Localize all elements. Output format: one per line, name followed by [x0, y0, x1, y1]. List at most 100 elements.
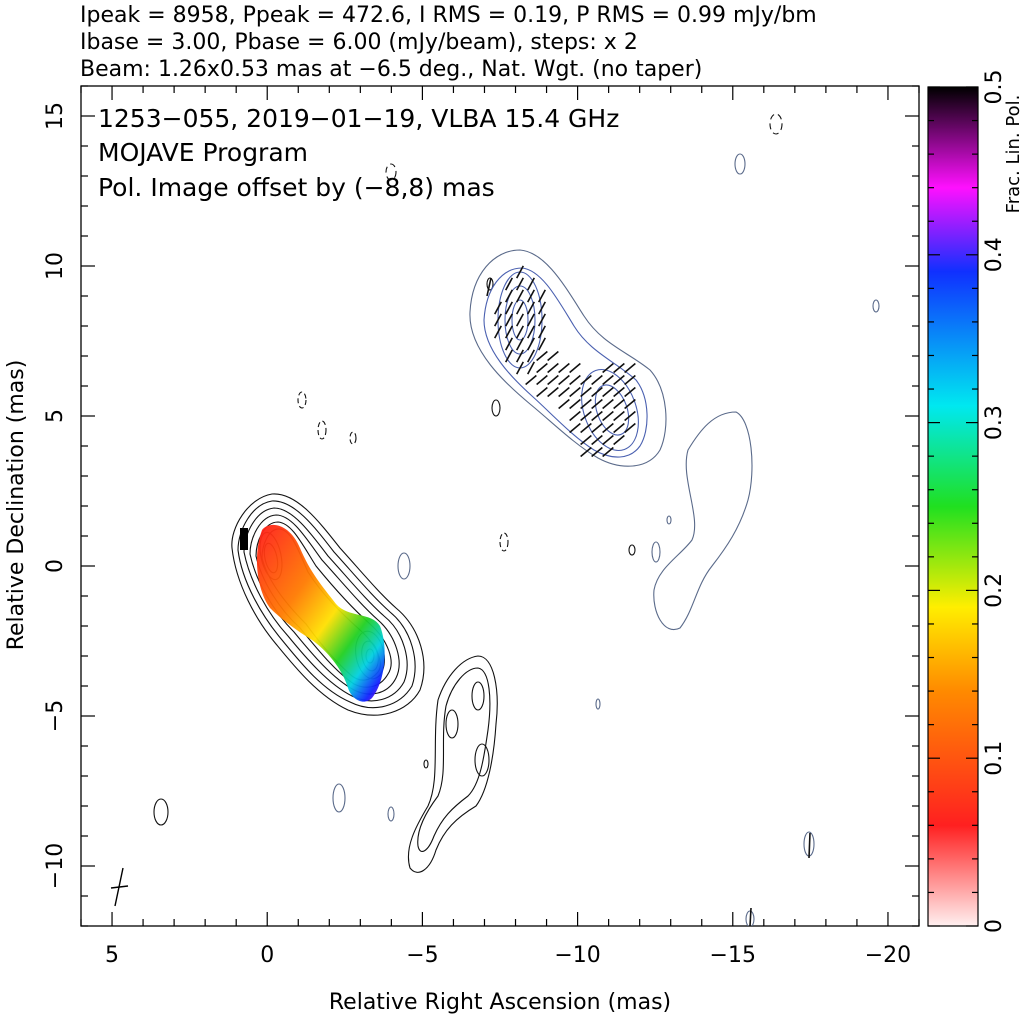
evpa-vector: [538, 337, 546, 351]
evpa-vector: [602, 434, 614, 446]
evpa-vector: [569, 362, 581, 374]
y-tick-label: 5: [43, 409, 68, 423]
evpa-vector: [602, 422, 614, 434]
y-tick-label: 0: [43, 559, 68, 573]
evpa-vector: [536, 374, 548, 386]
x-axis-tick-labels: 5 0 −5 −10 −15 −20: [105, 943, 911, 968]
header-line-1: Ipeak = 8958, Ppeak = 472.6, I RMS = 0.1…: [80, 3, 817, 28]
evpa-vector: [602, 446, 614, 458]
evpa-vector: [591, 446, 603, 458]
colorbar-tick-label: 0: [982, 919, 1007, 933]
evpa-vector: [613, 410, 625, 422]
colorbar: [927, 86, 979, 927]
evpa-vector: [527, 301, 535, 315]
evpa-vector: [547, 386, 559, 398]
evpa-vector: [569, 398, 581, 410]
evpa-vector: [580, 386, 592, 398]
evpa-vector: [516, 265, 524, 279]
evpa-vector: [527, 349, 535, 363]
colorbar-tick-label: 0.4: [982, 237, 1007, 272]
header-line-3: Beam: 1.26x0.53 mas at −6.5 deg., Nat. W…: [80, 57, 702, 82]
evpa-vector: [527, 325, 535, 339]
evpa-vector: [527, 361, 535, 375]
evpa-vector: [602, 410, 614, 422]
evpa-vector: [591, 422, 603, 434]
evpa-vector: [536, 350, 548, 362]
evpa-vector: [505, 313, 513, 327]
evpa-vector: [558, 386, 570, 398]
evpa-vector: [591, 386, 603, 398]
evpa-vector: [527, 277, 535, 291]
evpa-vector: [569, 410, 581, 422]
evpa-vector: [486, 277, 492, 297]
evpa-vector: [602, 362, 614, 374]
evpa-vector: [613, 374, 625, 386]
evpa-vector: [569, 374, 581, 386]
evpa-vector: [624, 410, 636, 422]
evpa-vectors: [486, 265, 811, 926]
colorbar-label: Frac. Lin. Pol.: [1003, 95, 1024, 214]
evpa-vector: [494, 301, 502, 315]
x-tick-label: −20: [865, 943, 911, 968]
source-label: 1253−055, 2019−01−19, VLBA 15.4 GHz: [98, 104, 619, 133]
evpa-vector: [538, 301, 546, 315]
evpa-vector: [538, 325, 546, 339]
x-tick-label: 0: [260, 943, 274, 968]
y-tick-label: −10: [43, 843, 68, 889]
evpa-vector: [525, 374, 537, 386]
evpa-vector: [580, 410, 592, 422]
x-tick-label: −5: [406, 943, 438, 968]
offset-label: Pol. Image offset by (−8,8) mas: [98, 173, 495, 202]
evpa-vector: [624, 386, 636, 398]
colorbar-tick-label: 0.3: [982, 405, 1007, 440]
evpa-vector: [602, 386, 614, 398]
evpa-vector: [624, 374, 636, 386]
evpa-vector: [527, 337, 535, 351]
evpa-vector: [527, 313, 535, 327]
evpa-vector: [505, 325, 513, 339]
colorbar-tick-labels: 0 0.1 0.2 0.3 0.4 0.5: [982, 70, 1007, 934]
evpa-vector: [591, 374, 603, 386]
evpa-vector: [516, 277, 524, 291]
polarized-intensity-contours: [332, 153, 880, 926]
x-tick-label: −15: [710, 943, 756, 968]
evpa-vector: [602, 398, 614, 410]
x-tick-label: −10: [554, 943, 600, 968]
evpa-vector: [558, 362, 570, 374]
evpa-vector: [569, 386, 581, 398]
y-axis-tick-labels: 15 10 5 0 −5 −10: [43, 102, 68, 889]
evpa-vector: [569, 422, 581, 434]
evpa-vector: [505, 277, 513, 291]
evpa-vector: [538, 289, 546, 303]
beam-ellipse: [110, 867, 129, 907]
evpa-vector: [536, 362, 548, 374]
evpa-vector: [591, 434, 603, 446]
evpa-vector: [580, 434, 592, 446]
evpa-vector: [538, 313, 546, 327]
evpa-vector: [602, 374, 614, 386]
x-axis-ticks: [80, 86, 920, 926]
y-tick-label: 15: [43, 102, 68, 130]
evpa-vector: [494, 325, 502, 339]
evpa-vector: [580, 422, 592, 434]
evpa-vector: [613, 422, 625, 434]
colorbar-tick-label: 0.5: [982, 70, 1007, 105]
evpa-vector: [613, 434, 625, 446]
evpa-vector: [749, 907, 752, 926]
colorbar-tick-label: 0.1: [982, 741, 1007, 776]
evpa-vector: [580, 374, 592, 386]
evpa-vector: [494, 313, 502, 327]
program-label: MOJAVE Program: [98, 138, 308, 167]
evpa-vector: [516, 349, 524, 363]
evpa-vector: [516, 337, 524, 351]
evpa-vector: [505, 349, 513, 363]
evpa-vector: [558, 374, 570, 386]
evpa-vector: [580, 446, 592, 458]
evpa-vector: [505, 289, 513, 303]
evpa-vector: [516, 313, 524, 327]
evpa-vector: [613, 386, 625, 398]
evpa-vector: [580, 398, 592, 410]
plot-content: [110, 113, 880, 926]
evpa-vector: [547, 374, 559, 386]
